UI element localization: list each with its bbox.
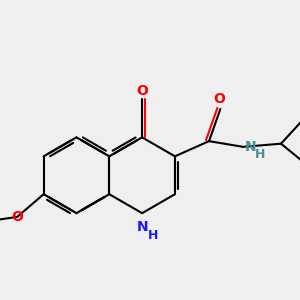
Text: N: N [245,140,256,154]
Text: H: H [148,229,158,242]
Text: O: O [11,210,23,224]
Text: N: N [136,220,148,234]
Text: O: O [136,84,148,98]
Text: H: H [255,148,266,161]
Text: O: O [213,92,225,106]
